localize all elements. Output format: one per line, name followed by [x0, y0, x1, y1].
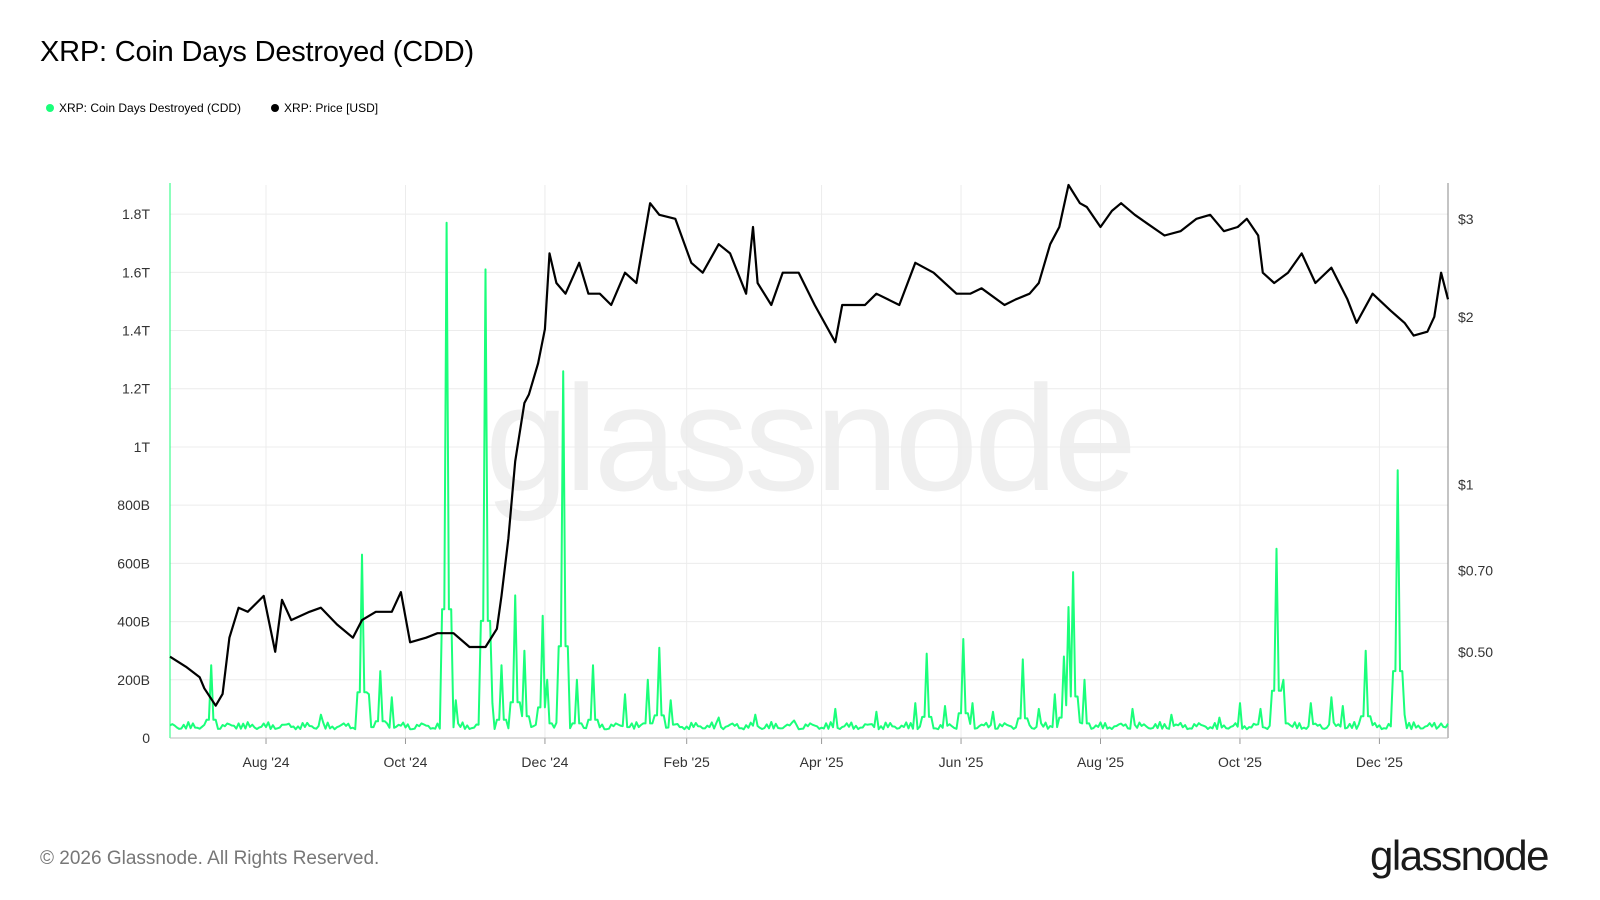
y-left-tick-label: 400B [117, 614, 150, 630]
chart-title: XRP: Coin Days Destroyed (CDD) [40, 36, 474, 68]
y-left-tick-label: 1.8T [122, 206, 150, 222]
y-right-tick-label: $2 [1458, 309, 1474, 325]
x-tick-label: Feb '25 [664, 754, 710, 770]
y-right-tick-label: $3 [1458, 211, 1474, 227]
y-right-tick-label: $0.70 [1458, 562, 1493, 578]
y-left-tick-label: 600B [117, 555, 150, 571]
legend-label-price: XRP: Price [USD] [284, 101, 379, 115]
y-left-tick-label: 200B [117, 672, 150, 688]
x-tick-label: Oct '24 [384, 754, 428, 770]
x-tick-label: Aug '25 [1077, 754, 1124, 770]
y-left-tick-label: 1.2T [122, 381, 150, 397]
cdd-series-line [169, 221, 1449, 731]
x-tick-label: Dec '24 [521, 754, 568, 770]
price-series-line [169, 183, 1450, 707]
x-tick-label: Aug '24 [242, 754, 289, 770]
legend-item-price[interactable]: XRP: Price [USD] [271, 101, 378, 115]
y-left-tick-label: 1.6T [122, 264, 150, 280]
y-left-tick-label: 1.4T [122, 323, 150, 339]
y-right-tick-label: $0.50 [1458, 644, 1493, 660]
legend-swatch-cdd [46, 104, 54, 112]
brand-logo: glassnode [1370, 832, 1549, 879]
legend-label-cdd: XRP: Coin Days Destroyed (CDD) [59, 101, 242, 115]
legend-swatch-price [271, 104, 280, 112]
x-tick-label: Oct '25 [1218, 754, 1262, 770]
chart-legend: XRP: Coin Days Destroyed (CDD) XRP: Pric… [46, 101, 378, 115]
y-right-tick-label: $1 [1458, 476, 1474, 492]
y-left-tick-label: 800B [117, 497, 150, 513]
y-left-tick-label: 1T [134, 439, 151, 455]
legend-item-cdd[interactable]: XRP: Coin Days Destroyed (CDD) [46, 101, 241, 115]
x-tick-label: Dec '25 [1356, 754, 1403, 770]
y-left-tick-label: 0 [142, 730, 150, 746]
x-tick-label: Apr '25 [800, 754, 844, 770]
x-tick-label: Jun '25 [939, 754, 984, 770]
watermark: glassnode [485, 354, 1133, 522]
copyright-footer: © 2026 Glassnode. All Rights Reserved. [40, 848, 380, 869]
